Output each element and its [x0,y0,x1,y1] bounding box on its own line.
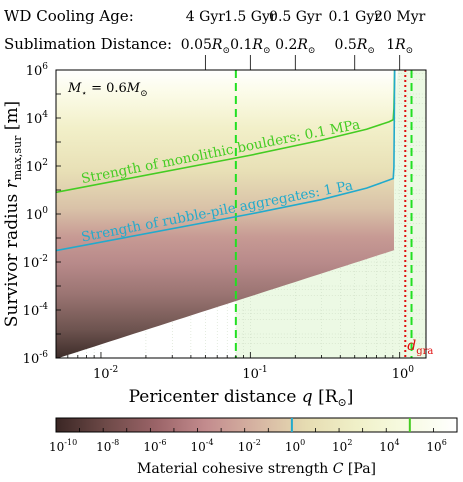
colorbar-tick-label: 10-4 [191,438,214,454]
y-axis-label: Survivor radius rmax,sur [m] [2,101,24,327]
colorbar-tick-label: 10-2 [238,438,261,454]
sublimation-label: Sublimation Distance: [4,35,172,53]
y-tick-label: 10-6 [23,350,49,367]
y-tick-label: 10-2 [23,254,48,271]
sublimation-tick: 0.2R⊙ [275,37,315,56]
sublimation-tick: 0.5R⊙ [335,37,375,56]
x-tick-label: 10-1 [242,365,267,382]
cooling-age-tick: 4 Gyr [186,9,225,25]
y-tick-label: 104 [26,110,49,127]
y-tick-label: 106 [26,62,49,79]
sublimation-tick: 0.05R⊙ [181,37,230,56]
sublimation-tick: 0.1R⊙ [230,37,270,56]
top-tick-group: 4 Gyr 0.05R⊙ 1.5 Gyr 0.1R⊙ 0.5 Gyr 0.2R⊙ 0.1 G… [181,9,426,70]
x-tick-label: 100 [392,365,415,382]
vertical-lines [234,70,413,358]
y-tick-label: 100 [26,206,49,223]
x-axis-ticks: 10-2 10-1 100 [55,352,415,382]
x-axis-label: Pericenter distance q [R⊙] [129,387,354,409]
sublimation-tick: 1R⊙ [386,37,413,56]
colorbar-tick-label: 106 [426,438,446,454]
cooling-age-label: WD Cooling Age: [4,7,134,25]
cooling-age-tick: 0.5 Gyr [269,9,322,25]
plot-area [56,70,426,358]
colorbar-label: Material cohesive strength C [Pa] [137,461,376,477]
y-tick-label: 102 [26,158,48,175]
colorbar-tick-label: 10-6 [143,438,166,454]
cooling-age-tick: 20 Myr [374,9,426,25]
mass-annotation: M⋆ = 0.6M⊙ [67,81,148,99]
colorbar-tick-label: 10-8 [96,438,119,454]
strength-curve [56,70,396,252]
colorbar-tick-label: 10-10 [49,438,77,454]
cooling-age-tick: 0.1 Gyr [328,9,381,25]
colorbar-ticks: 10-10 10-8 10-6 10-4 10-2 100 102 104 106 Materia… [49,418,458,477]
colorbar-tick-label: 100 [285,438,305,454]
cooling-age-tick: 1.5 Gyr [224,9,277,25]
colorbar [55,417,458,433]
y-tick-label: 10-4 [23,302,49,319]
y-axis-ticks: 106 104 102 100 10-2 10-4 10-6 [23,62,61,367]
colorbar-tick-label: 104 [379,438,399,454]
colorbar-tick-label: 102 [332,438,352,454]
x-tick-label: 10-2 [93,365,118,382]
strength-curves [56,70,396,252]
dgra-label: dgra [407,338,433,357]
